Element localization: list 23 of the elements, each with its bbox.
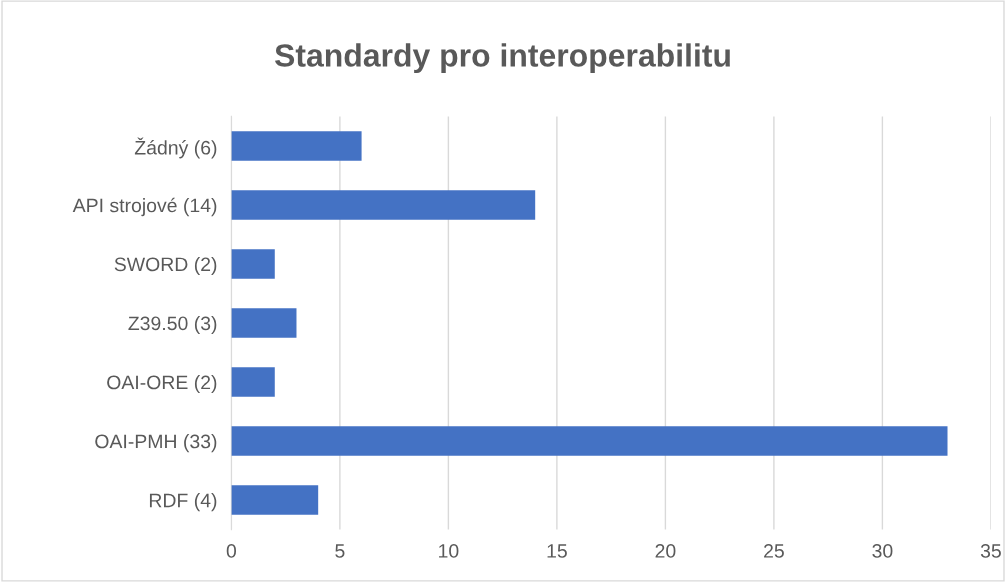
x-tick-label: 35: [980, 544, 1001, 558]
y-tick-label: OAI-PMH (33): [95, 434, 217, 453]
y-tick-label: API strojové (14): [72, 197, 217, 217]
bar: [231, 426, 948, 456]
y-tick-label: Z39.50 (3): [128, 315, 217, 335]
x-tick-label: 10: [439, 544, 459, 558]
bar: [231, 190, 536, 220]
bar: [231, 485, 319, 515]
chart-title: Standardy pro interoperabilitu: [274, 43, 730, 74]
x-tick-label: 15: [547, 544, 567, 558]
bar: [231, 308, 297, 338]
bar: [231, 131, 362, 161]
x-tick-label: 5: [335, 544, 345, 558]
y-tick-label: Žádný (6): [134, 137, 217, 159]
bar: [231, 367, 275, 397]
bar: [231, 249, 275, 279]
x-tick-label: 0: [226, 544, 237, 558]
x-tick-label: 30: [872, 544, 893, 558]
y-tick-label: RDF (4): [149, 493, 217, 512]
y-tick-label: OAI-ORE (2): [107, 375, 217, 394]
x-tick-label: 25: [764, 544, 784, 558]
x-tick-label: 20: [655, 544, 676, 558]
y-tick-label: SWORD (2): [114, 256, 217, 276]
